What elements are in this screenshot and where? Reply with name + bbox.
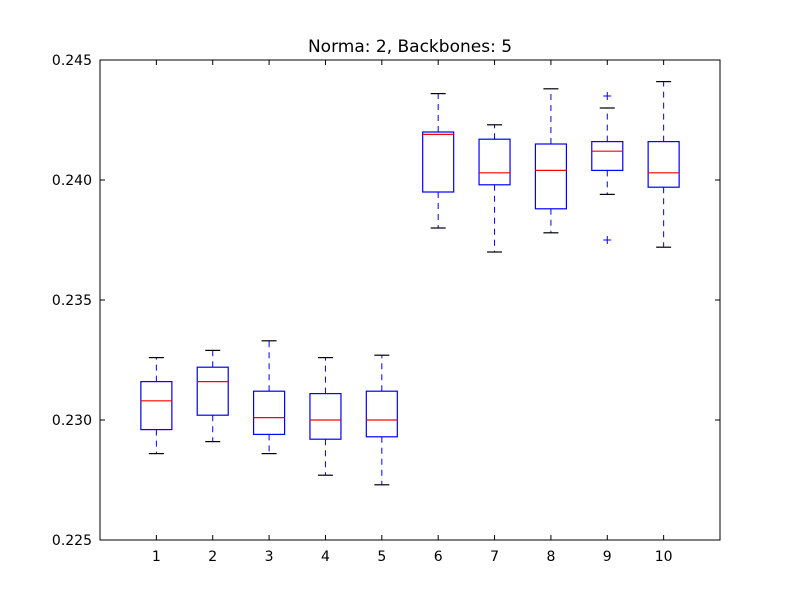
- x-tick-label: 5: [377, 549, 386, 565]
- y-tick-label: 0.240: [52, 173, 92, 189]
- plot-area: [140, 80, 680, 486]
- box-8: [534, 88, 568, 234]
- box-body: [478, 138, 511, 186]
- box-body: [647, 141, 680, 188]
- box-body: [196, 366, 229, 416]
- x-axis: 1 2 3 4 5 6 7 8 9 10: [152, 60, 673, 565]
- box-4: [309, 357, 342, 476]
- x-tick-label: 4: [321, 549, 330, 565]
- x-tick-label: 1: [152, 549, 161, 565]
- box-10: [647, 80, 680, 248]
- box-1: [140, 357, 173, 455]
- box-body: [422, 131, 455, 193]
- box-body: [365, 390, 398, 438]
- box-body: [534, 143, 568, 210]
- box-7: [478, 124, 511, 253]
- box-5: [365, 354, 398, 486]
- plot-frame: [99, 59, 721, 541]
- x-tick-label: 8: [546, 549, 555, 565]
- outlier-marker: [603, 92, 612, 100]
- y-axis: 0.225 0.230 0.235 0.240 0.245: [52, 53, 720, 549]
- box-body: [252, 390, 286, 436]
- box-body: [309, 393, 342, 440]
- y-tick-label: 0.225: [52, 533, 92, 549]
- x-tick-label: 9: [603, 549, 612, 565]
- box-body: [140, 381, 173, 431]
- outlier-marker: [603, 236, 612, 244]
- box-6: [422, 92, 455, 229]
- y-tick-label: 0.245: [52, 53, 92, 69]
- y-tick-label: 0.230: [52, 413, 92, 429]
- x-tick-label: 6: [434, 549, 443, 565]
- chart-title: Norma: 2, Backbones: 5: [308, 37, 512, 57]
- x-tick-label: 10: [655, 549, 673, 565]
- x-tick-label: 3: [265, 549, 274, 565]
- box-3: [252, 340, 286, 455]
- box-body: [591, 141, 624, 172]
- box-9: [591, 92, 624, 244]
- x-tick-label: 7: [490, 549, 499, 565]
- x-tick-label: 2: [208, 549, 217, 565]
- box-2: [196, 349, 229, 443]
- y-tick-label: 0.235: [52, 293, 92, 309]
